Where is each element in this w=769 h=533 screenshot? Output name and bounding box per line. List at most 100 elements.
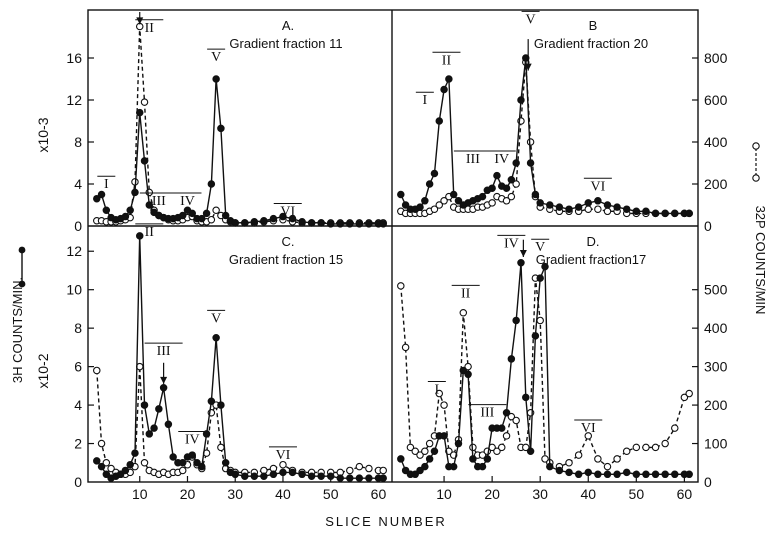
series-32p-point <box>435 201 444 209</box>
series-32p-point <box>584 432 593 440</box>
axes-frame <box>87 9 699 483</box>
series-32p-point <box>493 447 501 455</box>
series-3h-point <box>326 220 335 228</box>
series-32p-point <box>603 207 612 216</box>
series-3h-point <box>430 169 439 178</box>
series-3h-point <box>522 393 530 402</box>
peak-label: I <box>104 177 109 192</box>
series-32p-point <box>594 205 602 213</box>
series-3h-point <box>478 462 487 471</box>
series-3h-point <box>546 462 554 471</box>
series-3h-point <box>536 199 544 207</box>
series-3h-point <box>517 259 525 267</box>
series-3h-point <box>307 219 316 227</box>
y-tick-label-right: 300 <box>704 359 728 375</box>
y-tick-label-right: 200 <box>704 397 728 413</box>
panel-letter: D. <box>587 234 600 249</box>
series-3h-point <box>202 209 211 218</box>
peak-arrow-head <box>136 17 144 25</box>
y-tick-label: 16 <box>66 50 82 66</box>
x-tick-label: 20 <box>180 486 196 502</box>
y-tick-label: 6 <box>74 359 82 375</box>
series-3h-point <box>279 212 287 221</box>
series-3h <box>397 259 693 479</box>
y-tick-label-right: 400 <box>704 134 728 150</box>
series-3h-point <box>632 207 641 216</box>
y-zero-label-right: 0 <box>704 474 712 490</box>
series-3h-point <box>250 218 259 226</box>
series-3h-point <box>169 453 177 461</box>
series-3h-point <box>507 355 516 363</box>
series-3h-point <box>241 219 249 227</box>
series-3h <box>93 232 387 482</box>
series-3h-point <box>517 96 525 104</box>
legend-32p-marker <box>752 174 760 182</box>
series-32p-point <box>488 199 496 207</box>
series-3h-point <box>346 220 354 228</box>
panel-d: 100 200 300 400 500 0 10 20 30 40 50 60 D. Gradient f… <box>397 234 728 502</box>
series-32p-point <box>140 459 149 467</box>
series-3h-point <box>594 470 602 479</box>
series-32p-point <box>93 366 101 375</box>
series-3h-point <box>269 470 278 479</box>
series-32p-point <box>212 206 220 215</box>
series-3h-point <box>288 214 297 223</box>
scale-factor-label: x10-2 <box>35 353 51 388</box>
series-32p-point <box>207 215 216 224</box>
series-3h-point <box>178 459 187 467</box>
series-32p-line <box>96 26 384 224</box>
series-3h-point <box>651 209 660 218</box>
series-3h-point <box>159 384 168 392</box>
series-3h-point <box>531 332 540 340</box>
y-zero-label: 0 <box>74 218 82 234</box>
x-tick-label: 60 <box>677 486 693 502</box>
left-y-axis-title: 3H COUNTS/MIN. <box>10 277 25 383</box>
x-tick-label: 50 <box>323 486 339 502</box>
series-3h-point <box>454 197 463 205</box>
series-3h-point <box>574 470 583 479</box>
series-3h-point <box>430 447 439 455</box>
series-32p-point <box>613 455 621 463</box>
series-3h-point <box>116 470 125 479</box>
series-32p-point <box>584 205 593 213</box>
series-3h-point <box>546 201 554 209</box>
x-tick-label: 60 <box>371 486 387 502</box>
series-3h-point <box>555 466 564 475</box>
series-32p-point <box>397 282 405 290</box>
series-3h-point <box>221 211 230 220</box>
peak-label: VI <box>276 448 291 463</box>
panel-letter: B <box>589 18 598 33</box>
series-3h-point <box>336 474 345 482</box>
series-32p <box>397 58 693 218</box>
series-32p-point <box>421 447 429 455</box>
series-3h-point <box>478 192 487 201</box>
peak-label: IV <box>494 152 509 167</box>
series-3h-point <box>555 203 564 211</box>
series-3h-point <box>565 205 573 213</box>
peak-label: III <box>152 194 166 209</box>
y-tick-label: 2 <box>74 436 82 452</box>
series-3h-point <box>346 474 354 482</box>
series-3h-point <box>459 366 468 375</box>
series-3h-point <box>642 470 650 479</box>
series-32p-point <box>464 362 472 371</box>
series-3h-point <box>212 334 220 342</box>
series-32p-point <box>507 192 516 201</box>
peak-label: V <box>211 50 221 65</box>
series-3h-point <box>531 190 540 199</box>
series-32p-point <box>536 316 544 325</box>
series-3h-point <box>622 205 631 213</box>
series-32p-point <box>97 439 106 448</box>
series-3h-point <box>145 430 154 438</box>
y-zero-label-right: 0 <box>704 218 712 234</box>
series-32p-point <box>622 447 631 455</box>
peak-label: VI <box>590 179 605 194</box>
series-3h-point <box>135 108 144 117</box>
y-tick-label-right: 600 <box>704 92 728 108</box>
peak-label: V <box>211 311 221 326</box>
panel-letter: A. <box>282 18 294 33</box>
series-3h-point <box>594 197 602 205</box>
series-32p-point <box>522 443 530 452</box>
